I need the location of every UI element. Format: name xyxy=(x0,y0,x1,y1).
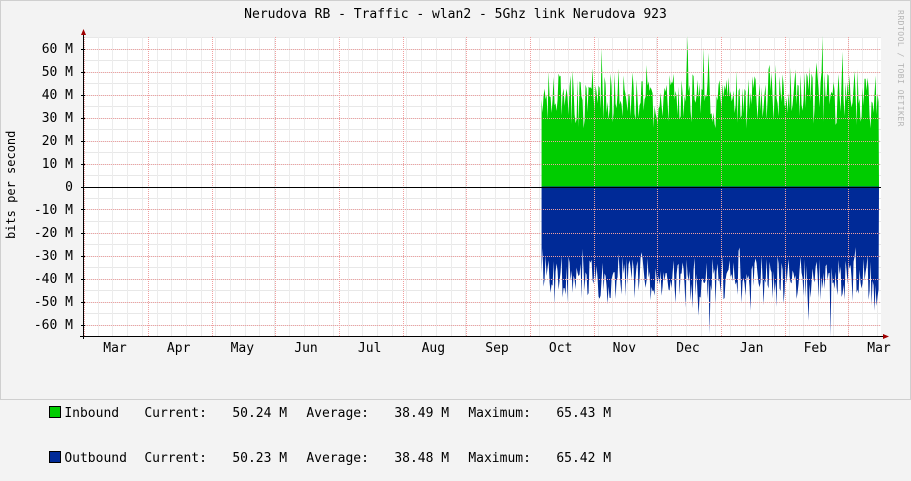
y-tick-label: 10 M xyxy=(42,157,73,172)
x-tick-label: Mar xyxy=(103,341,127,356)
y-axis-arrow xyxy=(81,29,86,35)
legend-current-label: Current: xyxy=(144,406,207,421)
legend-maximum-value: 65.43 M xyxy=(556,406,612,421)
x-tick-label: Sep xyxy=(485,341,509,356)
y-tick-label: -20 M xyxy=(34,226,73,241)
y-tick-label: 30 M xyxy=(42,111,73,126)
legend-average-label: Average: xyxy=(306,406,369,421)
legend-name: Outbound xyxy=(64,451,127,466)
legend: Inbound Current: 50.24 M Average: 38.49 M Max… xyxy=(18,361,611,466)
x-tick-label: Oct xyxy=(549,341,572,356)
chart-title: Nerudova RB - Traffic - wlan2 - 5Ghz lin… xyxy=(244,7,667,22)
y-tick-label: 60 M xyxy=(42,42,73,57)
x-axis-arrow xyxy=(883,334,889,339)
x-tick-label: Mar xyxy=(867,341,891,356)
legend-row-outbound: Outbound Current: 50.23 M Average: 38.48 M Ma… xyxy=(18,436,611,466)
y-tick-label: -30 M xyxy=(34,249,73,264)
y-tick-label: -10 M xyxy=(34,203,73,218)
x-tick-label: Jul xyxy=(358,341,381,356)
x-tick-label: Aug xyxy=(422,341,445,356)
legend-maximum-label: Maximum: xyxy=(468,451,531,466)
traffic-chart: 60 M 50 M 40 M 30 M 20 M 10 M 0 -10 M -20 M -30 M… xyxy=(34,29,891,356)
legend-average-value: 38.49 M xyxy=(394,406,450,421)
x-tick-label: Dec xyxy=(676,341,699,356)
x-tick-label: Feb xyxy=(804,341,828,356)
x-tick-label: May xyxy=(231,341,255,356)
legend-current-label: Current: xyxy=(144,451,207,466)
x-tick-label: Jun xyxy=(294,341,317,356)
y-tick-label: -40 M xyxy=(34,272,73,287)
legend-average-label: Average: xyxy=(306,451,369,466)
legend-maximum-label: Maximum: xyxy=(468,406,531,421)
legend-name: Inbound xyxy=(64,406,120,421)
x-tick-label: Apr xyxy=(167,341,191,356)
series-area-inbound xyxy=(541,36,879,187)
y-tick-label: 50 M xyxy=(42,65,73,80)
legend-current-value: 50.23 M xyxy=(232,451,288,466)
y-tick-label: 20 M xyxy=(42,134,73,149)
series-area-outbound xyxy=(541,186,879,337)
y-tick-label: -50 M xyxy=(34,295,73,310)
legend-maximum-value: 65.42 M xyxy=(556,451,612,466)
x-tick-label: Jan xyxy=(740,341,763,356)
legend-swatch-inbound xyxy=(49,406,62,418)
legend-average-value: 38.48 M xyxy=(394,451,450,466)
legend-current-value: 50.24 M xyxy=(232,406,288,421)
legend-row-inbound: Inbound Current: 50.24 M Average: 38.49 M Max… xyxy=(18,391,611,421)
y-tick-label: 40 M xyxy=(42,88,73,103)
x-tick-label: Nov xyxy=(613,341,637,356)
rrdtool-watermark: RRDTOOL / TOBI OETIKER xyxy=(896,10,905,127)
y-tick-label: -60 M xyxy=(34,318,73,333)
y-tick-label: 0 xyxy=(65,180,73,195)
legend-swatch-outbound xyxy=(49,451,62,463)
